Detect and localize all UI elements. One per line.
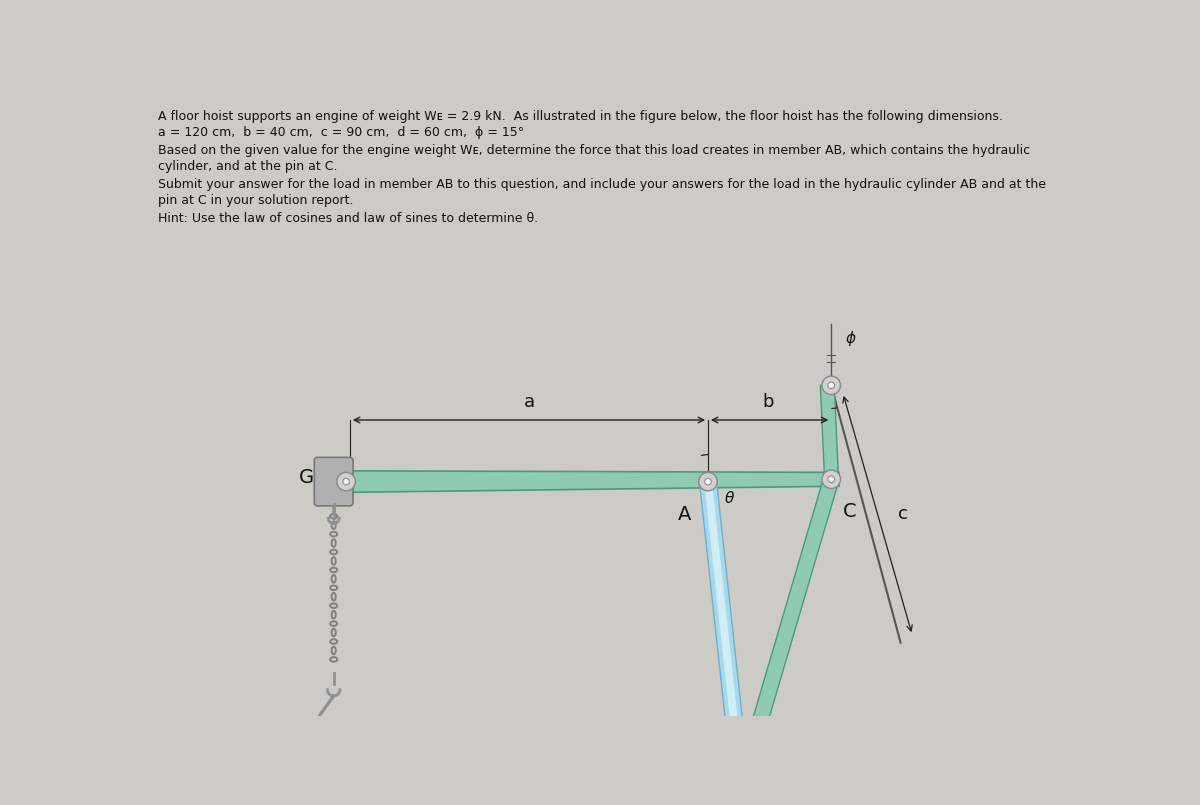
Text: A floor hoist supports an engine of weight Wᴇ = 2.9 kN.  As illustrated in the f: A floor hoist supports an engine of weig… bbox=[157, 110, 1003, 123]
Circle shape bbox=[828, 476, 834, 482]
Circle shape bbox=[704, 478, 712, 485]
Circle shape bbox=[822, 376, 840, 394]
Text: Submit your answer for the load in member AB to this question, and include your : Submit your answer for the load in membe… bbox=[157, 178, 1045, 192]
Polygon shape bbox=[700, 481, 748, 767]
Text: Hint: Use the law of cosines and law of sines to determine θ.: Hint: Use the law of cosines and law of … bbox=[157, 212, 538, 225]
Text: A: A bbox=[678, 505, 691, 524]
Circle shape bbox=[828, 382, 834, 389]
FancyBboxPatch shape bbox=[314, 457, 353, 506]
Circle shape bbox=[343, 478, 349, 485]
Text: b: b bbox=[762, 393, 774, 411]
Text: $\theta$: $\theta$ bbox=[724, 490, 734, 506]
Polygon shape bbox=[821, 386, 839, 473]
Text: a = 120 cm,  b = 40 cm,  c = 90 cm,  d = 60 cm,  ϕ = 15°: a = 120 cm, b = 40 cm, c = 90 cm, d = 60… bbox=[157, 126, 524, 138]
Text: c: c bbox=[899, 505, 908, 523]
Text: cylinder, and at the pin at C.: cylinder, and at the pin at C. bbox=[157, 159, 337, 173]
Text: Based on the given value for the engine weight Wᴇ, determine the force that this: Based on the given value for the engine … bbox=[157, 144, 1030, 157]
Text: $\phi$: $\phi$ bbox=[845, 329, 857, 348]
Circle shape bbox=[822, 470, 840, 489]
Polygon shape bbox=[739, 477, 839, 769]
Text: C: C bbox=[842, 502, 857, 522]
Polygon shape bbox=[346, 471, 839, 493]
Circle shape bbox=[337, 473, 355, 491]
Polygon shape bbox=[317, 460, 350, 503]
Polygon shape bbox=[704, 481, 743, 767]
Text: pin at C in your solution report.: pin at C in your solution report. bbox=[157, 194, 353, 207]
Circle shape bbox=[698, 473, 718, 491]
Text: G: G bbox=[299, 469, 313, 487]
Text: a: a bbox=[523, 393, 534, 411]
